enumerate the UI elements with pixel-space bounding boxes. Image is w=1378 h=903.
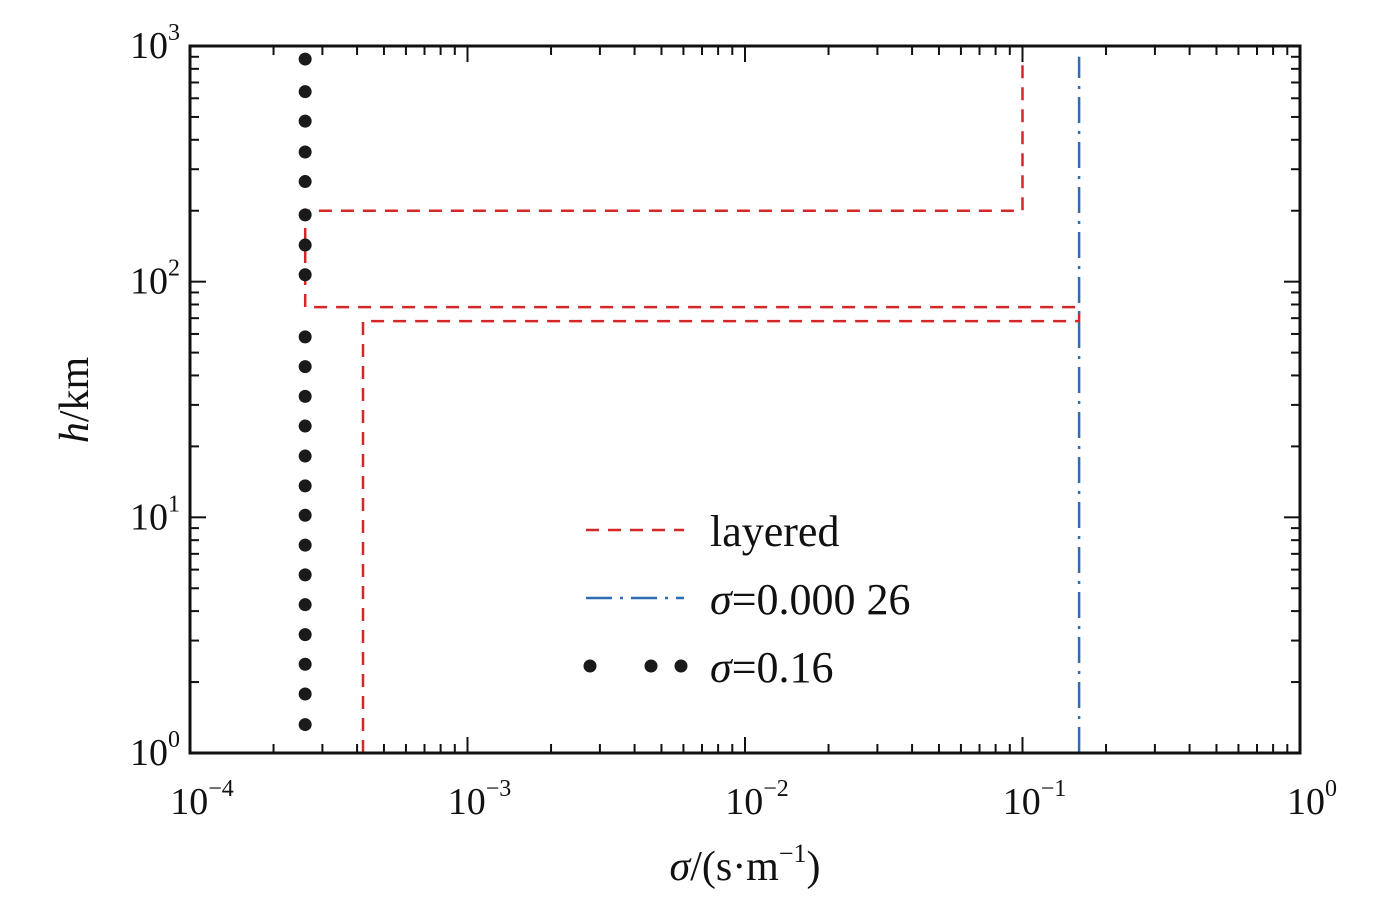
series-2-point	[298, 687, 312, 701]
series-2-point	[298, 718, 312, 732]
series-2-point	[298, 52, 312, 66]
x-axis-label: σ/(s·m−1)	[669, 839, 820, 890]
series-2-point	[298, 330, 312, 344]
series-2-point	[298, 598, 312, 612]
legend-label-sigma-016: σ=0.16	[710, 643, 834, 692]
y-tick-label: 103	[130, 20, 180, 67]
series-2-point	[298, 657, 312, 671]
legend-dot	[644, 659, 658, 673]
x-tick-labels: 10−4 10−3 10−2 10−1 100	[170, 776, 1337, 823]
series-2-point	[298, 114, 312, 128]
series-2-point	[298, 479, 312, 493]
y-tick-label: 101	[130, 491, 180, 538]
legend-label-layered: layered	[710, 507, 839, 556]
y-axis-label: h/km	[52, 357, 98, 444]
legend-swatch-sigma-016	[583, 659, 688, 673]
series-2-point	[298, 238, 312, 252]
series-2-point	[298, 419, 312, 433]
series-2-point	[298, 85, 312, 99]
series-2-point	[298, 538, 312, 552]
series-2-point	[298, 449, 312, 463]
legend: layered σ=0.000 26 σ=0.16	[583, 507, 911, 692]
plot-lines	[298, 52, 1081, 753]
series-2-point	[298, 360, 312, 374]
y-tick-label: 102	[130, 256, 180, 303]
series-0-line	[303, 56, 1081, 753]
minor-ticks	[189, 46, 1300, 754]
series-2-point	[298, 208, 312, 222]
series-2-point	[298, 508, 312, 522]
y-tick-label: 100	[130, 727, 180, 774]
series-2-point	[298, 568, 312, 582]
legend-dot	[583, 659, 597, 673]
x-tick-label: 10−1	[1003, 776, 1067, 823]
x-tick-label: 10−4	[170, 776, 234, 823]
series-2-point	[298, 389, 312, 403]
series-2-point	[298, 628, 312, 642]
y-tick-labels: 100 101 102 103	[130, 20, 180, 774]
legend-dot	[674, 659, 688, 673]
series-2-point	[298, 145, 312, 159]
x-tick-label: 10−3	[448, 776, 512, 823]
legend-label-sigma-00026: σ=0.000 26	[710, 575, 911, 624]
series-2-point	[298, 268, 312, 282]
x-tick-label: 100	[1287, 776, 1337, 823]
series-2-point	[298, 175, 312, 189]
x-tick-label: 10−2	[725, 776, 789, 823]
